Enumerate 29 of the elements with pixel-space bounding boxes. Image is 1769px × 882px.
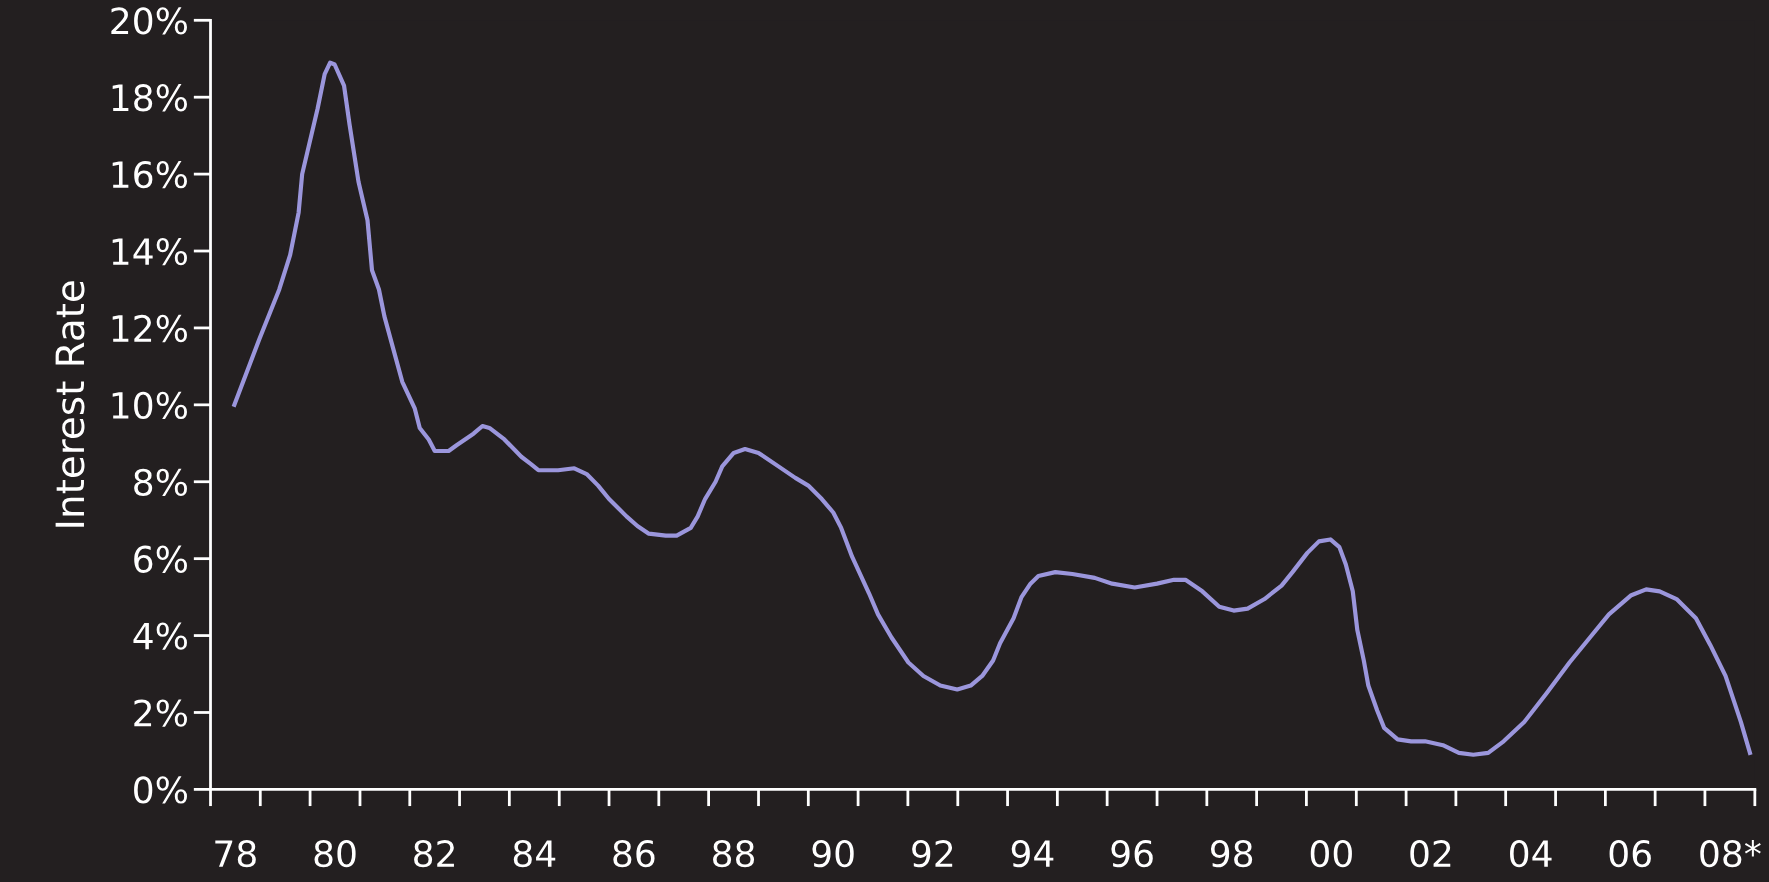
line-series <box>232 60 1753 757</box>
y-tick-label: 16% <box>112 161 187 189</box>
x-tick-label: 80 <box>314 840 356 868</box>
x-tick-label: 04 <box>1510 840 1552 868</box>
x-tick-label: 82 <box>414 840 454 868</box>
y-tick-label: 6% <box>134 545 187 573</box>
x-tick-label: 06 <box>1609 840 1651 868</box>
x-tick-label: 86 <box>613 840 655 868</box>
y-tick-label: 20% <box>111 7 187 35</box>
x-tick-label: 94 <box>1011 840 1054 868</box>
y-tick-label: 4% <box>133 622 187 650</box>
y-tick-label: 2% <box>134 699 187 727</box>
x-tick-label: 02 <box>1410 840 1451 868</box>
x-tick-label: 00 <box>1310 840 1352 868</box>
x-tick-label: 92 <box>912 840 953 868</box>
x-tick-label: 78 <box>215 840 256 868</box>
y-tick-label: 14% <box>112 237 187 266</box>
y-tick-label: 18% <box>112 84 187 112</box>
x-tick-label: 84 <box>513 840 556 868</box>
x-tick-label: 90 <box>812 840 854 868</box>
x-tick-label: 98 <box>1210 840 1253 868</box>
x-tick-label: 88 <box>713 840 755 868</box>
y-tick-label: 8% <box>134 468 187 496</box>
y-tick-label: 12% <box>112 314 187 343</box>
y-axis-title: Interest Rate <box>55 281 85 527</box>
y-tick-label: 10% <box>112 391 187 420</box>
x-tick-label: 08* <box>1700 840 1761 868</box>
x-tick-label: 96 <box>1111 840 1153 868</box>
y-tick-label: 0% <box>134 776 187 804</box>
